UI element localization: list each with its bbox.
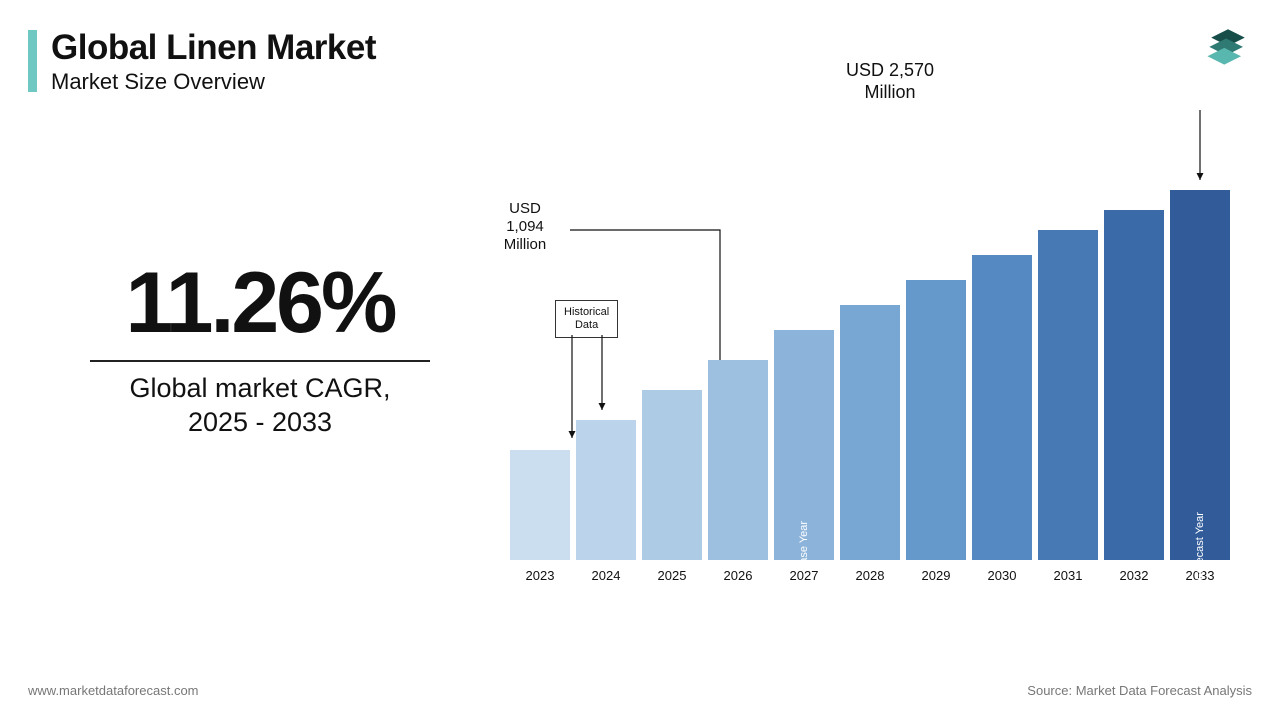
bar-fill <box>576 420 636 560</box>
bar-chart: USD 1,094 Million USD 2,570 Million Hist… <box>510 110 1230 610</box>
bar-2024: 2024 <box>576 420 636 560</box>
callout-end: USD 2,570 Million <box>820 60 960 103</box>
bar-inline-label: Base Year <box>798 521 810 571</box>
bar-x-label: 2028 <box>840 568 900 583</box>
bar-2028: 2028 <box>840 305 900 560</box>
bar-x-label: 2024 <box>576 568 636 583</box>
bar-x-label: 2023 <box>510 568 570 583</box>
cagr-label-line1: Global market CAGR, <box>60 372 460 406</box>
bar-x-label: 2030 <box>972 568 1032 583</box>
bar-inline-label: Forecast Year <box>1194 512 1206 580</box>
bar-x-label: 2032 <box>1104 568 1164 583</box>
page-subtitle: Market Size Overview <box>51 69 376 95</box>
accent-bar <box>28 30 37 92</box>
bar-group: 20232024202520262027Base Year20282029203… <box>510 190 1230 560</box>
footer-website: www.marketdataforecast.com <box>28 683 199 698</box>
bar-fill <box>510 450 570 560</box>
cagr-block: 11.26% Global market CAGR, 2025 - 2033 <box>60 260 460 440</box>
cagr-value: 11.26% <box>60 260 460 346</box>
bar-fill <box>642 390 702 560</box>
title-group: Global Linen Market Market Size Overview <box>51 30 376 95</box>
bar-2032: 2032 <box>1104 210 1164 560</box>
header-block: Global Linen Market Market Size Overview <box>28 30 376 95</box>
brand-logo-icon <box>1200 18 1256 74</box>
bar-fill <box>708 360 768 560</box>
bar-2030: 2030 <box>972 255 1032 560</box>
bar-fill <box>1104 210 1164 560</box>
page-title: Global Linen Market <box>51 30 376 67</box>
bar-2033: 2033Forecast Year <box>1170 190 1230 560</box>
bar-fill <box>1038 230 1098 560</box>
bar-x-label: 2029 <box>906 568 966 583</box>
bar-2031: 2031 <box>1038 230 1098 560</box>
bar-fill <box>906 280 966 560</box>
bar-2023: 2023 <box>510 450 570 560</box>
bar-x-label: 2026 <box>708 568 768 583</box>
bar-fill <box>1170 190 1230 560</box>
bar-fill <box>972 255 1032 560</box>
bar-x-label: 2025 <box>642 568 702 583</box>
bar-2026: 2026 <box>708 360 768 560</box>
footer-source: Source: Market Data Forecast Analysis <box>1027 683 1252 698</box>
cagr-label-line2: 2025 - 2033 <box>60 406 460 440</box>
callout-end-l1: USD 2,570 <box>820 60 960 82</box>
bar-2025: 2025 <box>642 390 702 560</box>
bar-2027: 2027Base Year <box>774 330 834 560</box>
divider-line <box>90 360 430 362</box>
bar-x-label: 2031 <box>1038 568 1098 583</box>
callout-end-l2: Million <box>820 82 960 104</box>
bar-fill <box>840 305 900 560</box>
bar-2029: 2029 <box>906 280 966 560</box>
